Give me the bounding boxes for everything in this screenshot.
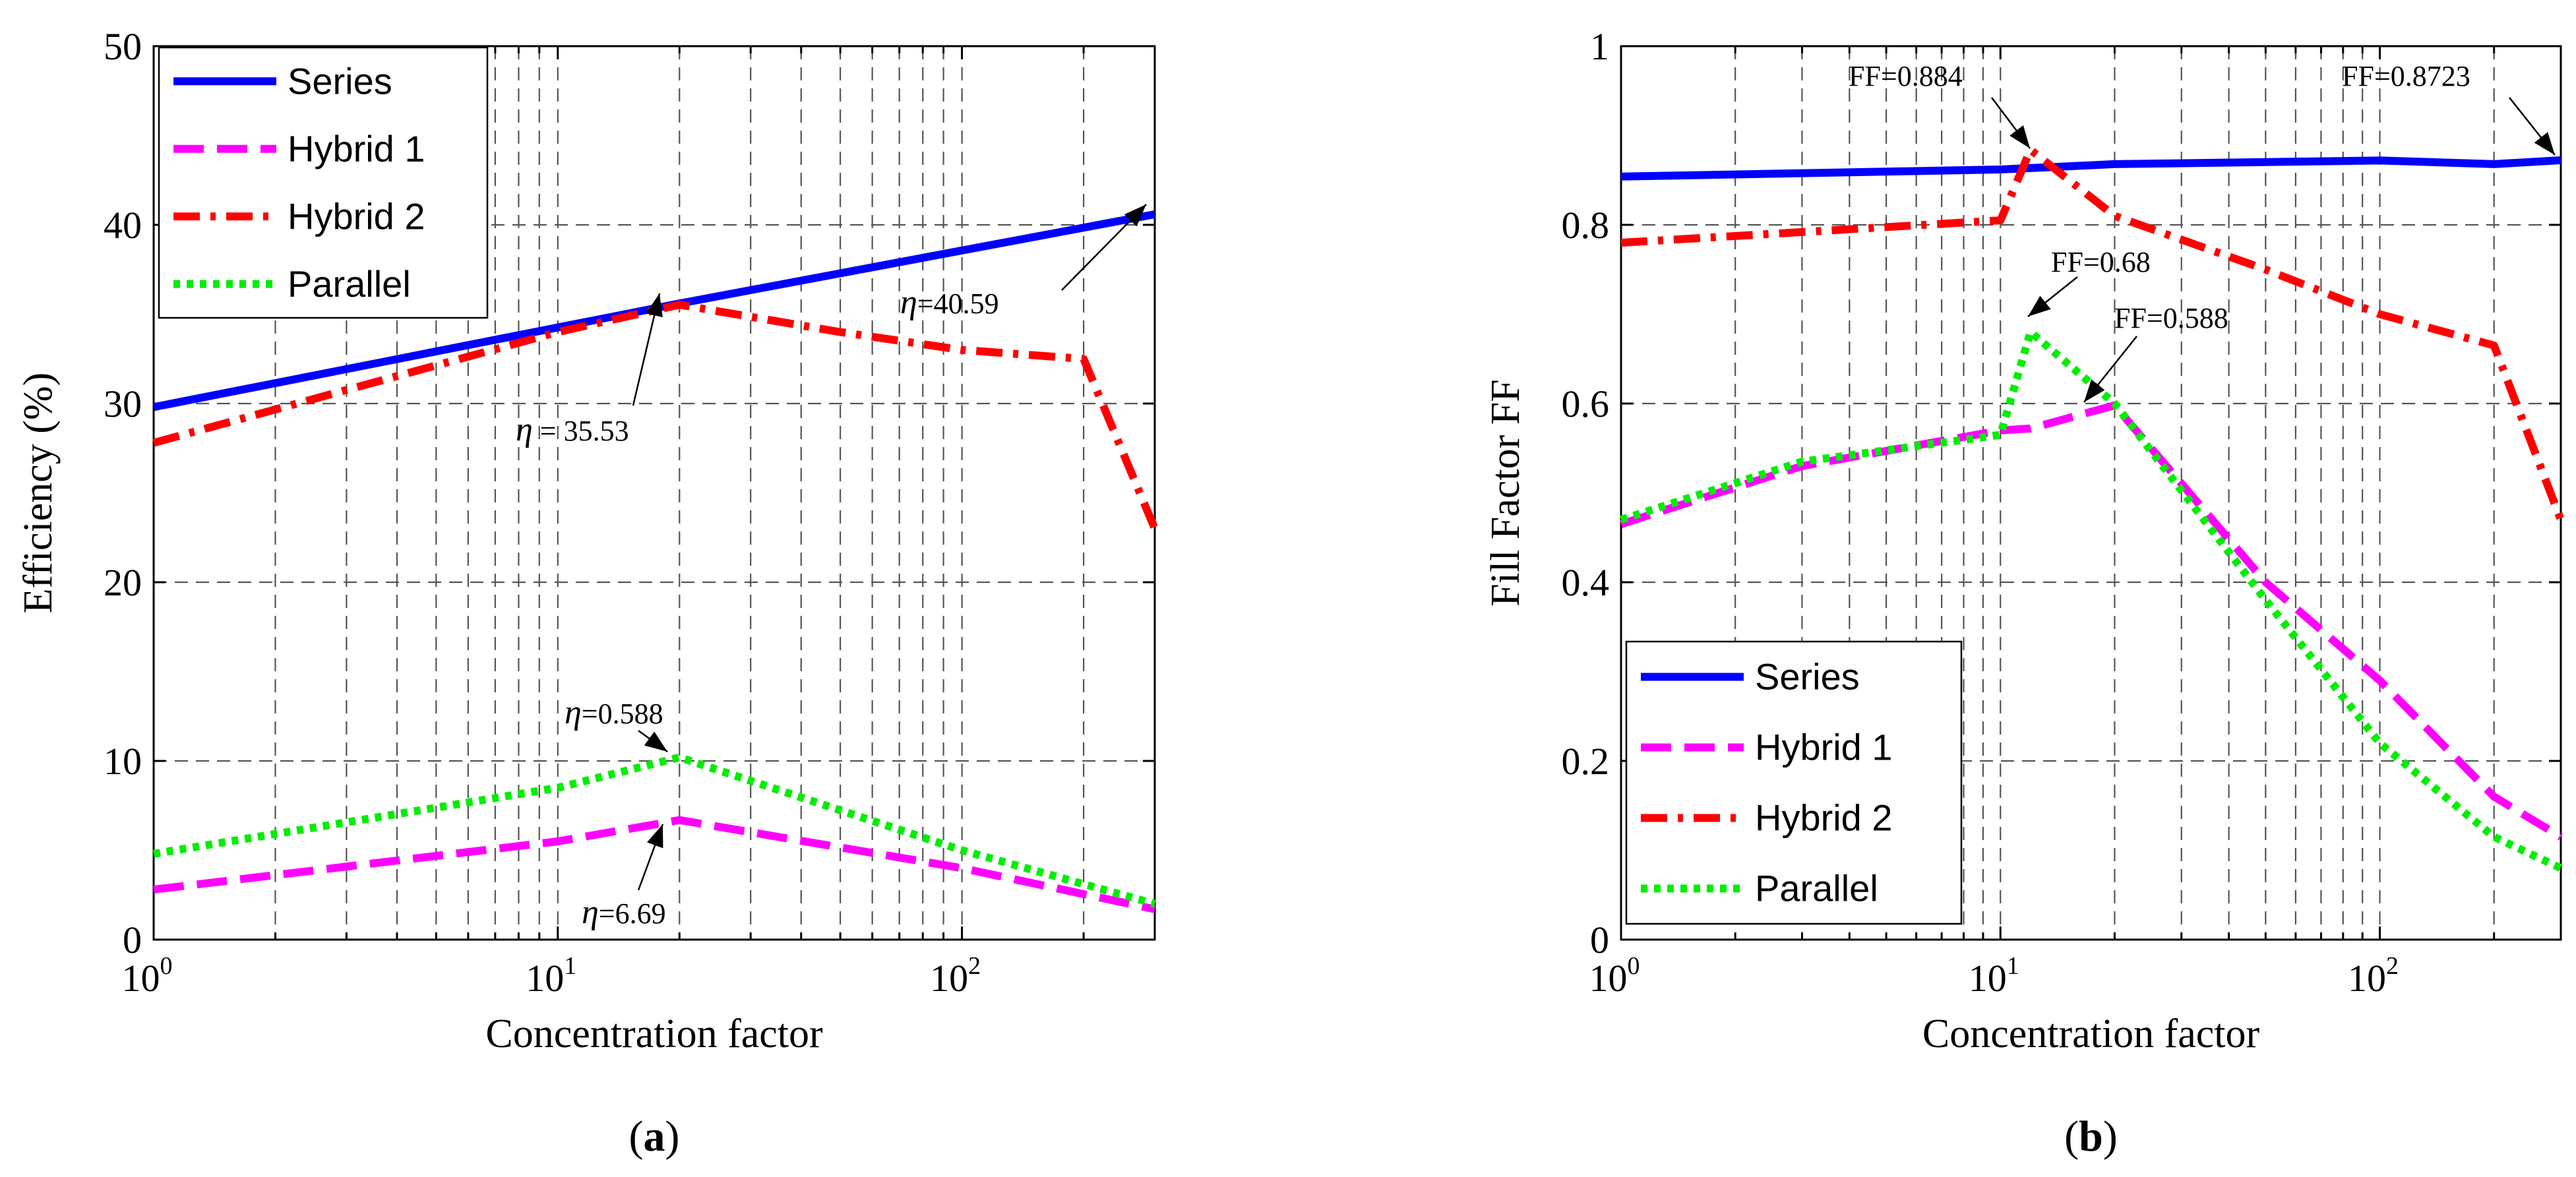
y-tick-label: 0 [123, 919, 142, 961]
y-tick-label: 0.2 [1562, 740, 1610, 783]
legend-label: Hybrid 1 [288, 128, 425, 169]
y-tick-label: 20 [104, 561, 142, 604]
y-tick-label: 40 [104, 204, 142, 247]
y-tick-label: 10 [104, 740, 142, 783]
x-tick-label: 102 [930, 952, 981, 1000]
plot-frame [152, 45, 1156, 941]
annotation-arrowhead [644, 731, 667, 752]
legend-box [1625, 640, 1963, 925]
annotation-label: η = 35.53 [516, 411, 629, 448]
annotation-arrowhead [1124, 204, 1146, 227]
legend: Series Hybrid 1 Hybrid 2 Parallel [158, 46, 489, 319]
legend: Series Hybrid 1 Hybrid 2 Parallel [1625, 640, 1963, 925]
legend-label: Hybrid 1 [1755, 727, 1893, 768]
legend-label: Hybrid 2 [1755, 797, 1893, 839]
y-tick-label: 0.4 [1562, 561, 1610, 604]
legend-label: Series [1755, 656, 1860, 698]
legend-label: Parallel [288, 263, 411, 305]
annotation-label: FF=0.68 [2051, 246, 2151, 278]
series-line-hybrid-1 [153, 816, 1156, 913]
plot-frame [1620, 45, 2562, 941]
y-tick-label: 0.6 [1562, 382, 1610, 425]
legend-label: Hybrid 2 [288, 195, 425, 237]
x-tick-label: 101 [526, 952, 576, 1000]
legend-box [158, 46, 489, 319]
annotation-label: η=0.588 [565, 694, 663, 731]
series-line-series [1620, 156, 2561, 181]
y-tick-label: 50 [104, 25, 142, 68]
x-tick-label: 102 [2348, 952, 2399, 1000]
annotation-label: FF=0.8723 [2342, 60, 2470, 92]
series-line-parallel [153, 753, 1156, 908]
y-tick-label: 0 [1590, 919, 1609, 961]
subfigure-caption: (b) [2064, 1112, 2118, 1161]
x-axis-label: Concentration factor [1922, 1011, 2260, 1056]
y-axis-label: Fill Factor FF [1483, 379, 1528, 607]
series-line-hybrid-2 [1620, 146, 2565, 522]
y-tick-label: 1 [1590, 25, 1609, 68]
annotation-arrowhead [2534, 132, 2555, 155]
annotation-arrowhead [2009, 125, 2030, 148]
legend-label: Series [288, 60, 392, 102]
legend-label: Parallel [1755, 868, 1878, 909]
subfigure-caption: (a) [629, 1112, 680, 1161]
annotation-arrowhead [646, 293, 663, 318]
y-tick-label: 30 [104, 382, 142, 425]
x-axis-label: Concentration factor [485, 1011, 823, 1056]
annotation-arrowhead [2084, 379, 2105, 402]
y-tick-label: 0.8 [1562, 204, 1610, 247]
series-line-hybrid-2 [152, 301, 1159, 531]
x-tick-label: 100 [1589, 952, 1640, 1000]
annotation-label: η=40.59 [900, 284, 999, 321]
chart-a: 0 10 20 30 40 50 100 101 102 Concentration factor… [16, 25, 1159, 1161]
series-line-parallel [1620, 328, 2563, 872]
chart-b: 0 0.2 0.4 0.6 0.8 1 100 101 102 Concentration fac… [1483, 25, 2565, 1161]
y-axis-label: Efficiency (%) [16, 373, 61, 614]
annotation-label: FF=0.884 [1849, 60, 1963, 92]
annotation-arrowhead [2028, 295, 2051, 317]
annotation-label: FF=0.588 [2114, 302, 2228, 334]
x-tick-label: 101 [1969, 952, 2019, 1000]
annotation-arrowhead [647, 824, 663, 849]
x-tick-label: 100 [122, 952, 173, 1000]
annotation-label: η=6.69 [582, 893, 666, 931]
